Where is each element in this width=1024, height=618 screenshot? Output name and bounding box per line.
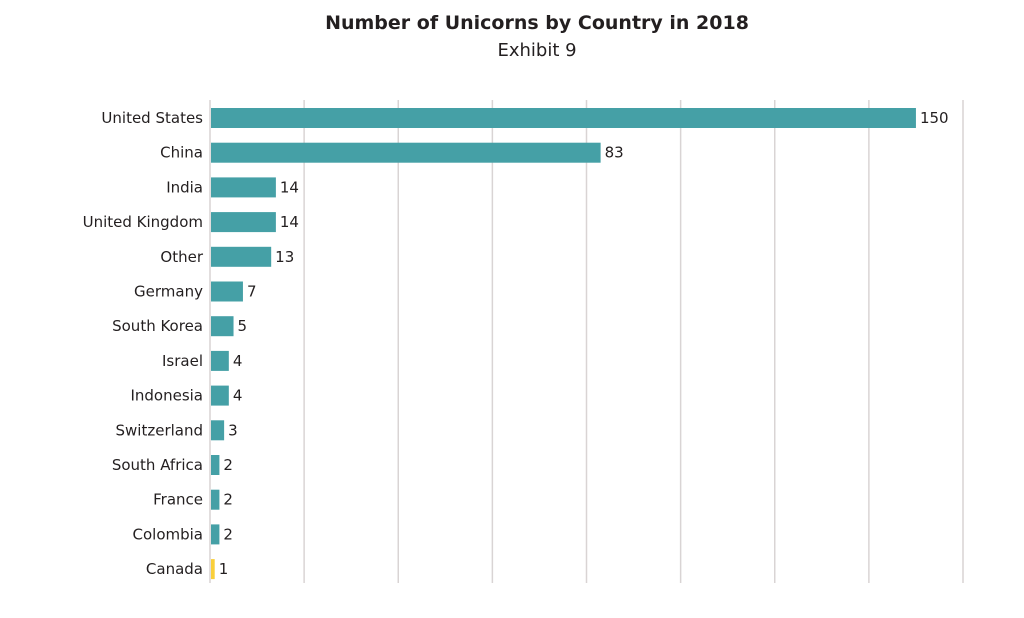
bar-france bbox=[211, 489, 220, 510]
bar-china bbox=[211, 142, 601, 163]
category-label: United States bbox=[101, 109, 203, 127]
bar-israel bbox=[211, 350, 229, 371]
data-label: 1 bbox=[219, 560, 229, 578]
data-label: 2 bbox=[223, 491, 233, 509]
category-label: United Kingdom bbox=[83, 213, 203, 231]
data-label: 2 bbox=[223, 525, 233, 543]
data-label: 7 bbox=[247, 283, 257, 301]
category-label: Colombia bbox=[133, 525, 204, 543]
chart-title: Number of Unicorns by Country in 2018 bbox=[325, 12, 749, 34]
bar-canada bbox=[211, 559, 215, 580]
category-label: Switzerland bbox=[116, 421, 204, 439]
data-label: 4 bbox=[233, 352, 243, 370]
data-label: 83 bbox=[605, 144, 624, 162]
bar-united-kingdom bbox=[211, 212, 276, 233]
bar-germany bbox=[211, 281, 243, 302]
category-label: South Africa bbox=[112, 456, 203, 474]
category-label: China bbox=[160, 144, 203, 162]
data-label: 150 bbox=[920, 109, 949, 127]
chart-subtitle: Exhibit 9 bbox=[497, 40, 577, 61]
data-label: 14 bbox=[280, 213, 299, 231]
data-label: 13 bbox=[275, 248, 294, 266]
category-label: India bbox=[166, 178, 203, 196]
bar-switzerland bbox=[211, 420, 225, 441]
data-label: 2 bbox=[223, 456, 233, 474]
category-label: Canada bbox=[146, 560, 203, 578]
data-label: 5 bbox=[238, 317, 248, 335]
category-label: Germany bbox=[134, 283, 203, 301]
category-label: Other bbox=[160, 248, 203, 266]
bar-south-africa bbox=[211, 455, 220, 475]
category-label: Israel bbox=[162, 352, 203, 370]
bar-india bbox=[211, 177, 276, 198]
data-label: 4 bbox=[233, 387, 243, 405]
category-label: South Korea bbox=[112, 317, 203, 335]
category-label: Indonesia bbox=[130, 387, 203, 405]
bar-united-states bbox=[211, 108, 916, 128]
bar-indonesia bbox=[211, 385, 229, 406]
bar-colombia bbox=[211, 524, 220, 545]
bar-south-korea bbox=[211, 316, 234, 337]
category-label: France bbox=[153, 491, 203, 509]
data-label: 14 bbox=[280, 178, 299, 196]
data-label: 3 bbox=[228, 421, 238, 439]
bar-other bbox=[211, 246, 272, 267]
